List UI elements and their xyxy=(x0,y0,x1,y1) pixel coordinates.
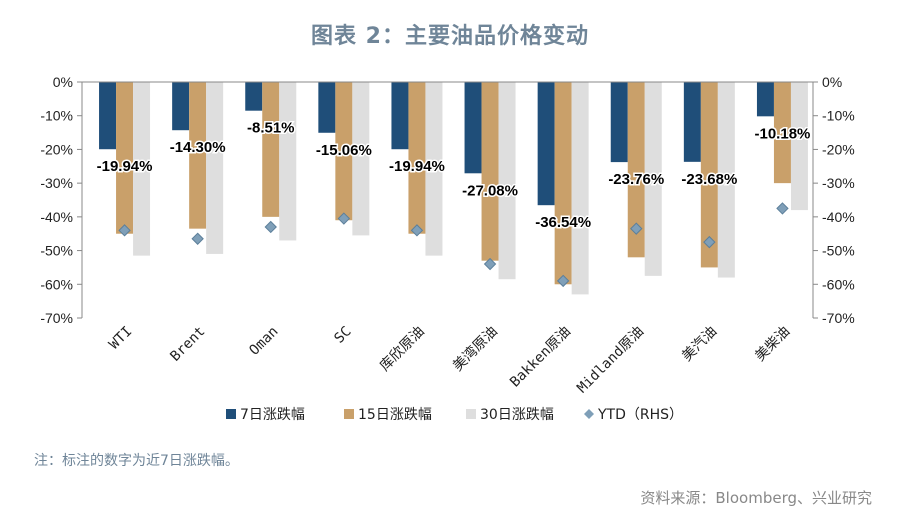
x-tick-label: Midland原油 xyxy=(574,324,647,397)
ytd-point xyxy=(630,222,643,235)
bar-chart: 0% 0% -10% -10% -20% -20% -30% -30% -40% -40% -50%… xyxy=(40,74,855,423)
ytd-point xyxy=(337,212,351,225)
y-tick-label-left: -40% xyxy=(40,209,73,225)
bar-3 xyxy=(206,82,224,254)
ytd-point xyxy=(410,224,424,237)
bar-1 xyxy=(683,82,701,162)
chart-title: 图表 2：主要油品价格变动 xyxy=(311,24,589,49)
y2-tick-label-right: -70% xyxy=(822,310,855,326)
bar-1 xyxy=(464,82,482,174)
bar-3 xyxy=(498,82,516,280)
y2-tick-label-right: -50% xyxy=(822,243,855,259)
source-text: 资料来源：Bloomberg、兴业研究 xyxy=(640,489,872,507)
x-tick-label: 美汽油 xyxy=(679,324,720,365)
legend-swatch xyxy=(344,409,354,419)
y-tick-label-left: -50% xyxy=(40,243,73,259)
data-label: -19.94% xyxy=(389,158,445,175)
ytd-point xyxy=(703,235,716,249)
ytd-point xyxy=(118,224,131,237)
bar-2 xyxy=(554,82,572,285)
bar-1 xyxy=(391,82,409,150)
bar-2 xyxy=(773,82,791,184)
legend-label: 30日涨跌幅 xyxy=(480,407,554,423)
bar-1 xyxy=(537,82,555,206)
bar-2 xyxy=(262,82,280,217)
bar-3 xyxy=(717,82,735,278)
bar-2 xyxy=(408,82,426,234)
bar-3 xyxy=(644,82,662,276)
ytd-point xyxy=(191,232,204,245)
legend-swatch xyxy=(226,409,236,419)
data-label: -23.76% xyxy=(608,171,664,188)
legend-label: 7日涨跌幅 xyxy=(240,407,305,423)
data-label: -15.06% xyxy=(316,142,372,159)
y-tick-label-left: -30% xyxy=(40,175,73,191)
y2-tick-label-right: -20% xyxy=(822,141,855,157)
bar-1 xyxy=(172,82,190,131)
bar-3 xyxy=(571,82,589,295)
legend-marker xyxy=(584,409,594,419)
x-tick-label: Bakken原油 xyxy=(507,324,574,391)
y-tick-label-left: -20% xyxy=(40,141,73,157)
bar-3 xyxy=(133,82,151,256)
bar-2 xyxy=(335,82,353,221)
y-tick-label-left: 0% xyxy=(53,74,73,90)
data-label: -23.68% xyxy=(681,171,737,188)
y-tick-label-left: -70% xyxy=(40,310,73,326)
x-tick-label: WTI xyxy=(106,324,135,353)
x-tick-label: Brent xyxy=(167,324,208,365)
ytd-point xyxy=(556,274,570,288)
bar-1 xyxy=(318,82,336,133)
bar-3 xyxy=(425,82,443,256)
y2-tick-label-right: -60% xyxy=(822,276,855,292)
bar-2 xyxy=(189,82,207,229)
y-tick-label-left: -10% xyxy=(40,108,73,124)
y2-tick-label-right: 0% xyxy=(822,74,842,90)
bar-3 xyxy=(790,82,808,211)
footnote: 注：标注的数字为近7日涨跌幅。 xyxy=(34,453,239,469)
data-label: -14.30% xyxy=(170,139,226,156)
bar-2 xyxy=(627,82,645,258)
legend-swatch xyxy=(466,409,476,419)
ytd-point xyxy=(776,202,789,215)
bar-3 xyxy=(352,82,370,236)
legend-label: YTD（RHS） xyxy=(597,407,683,423)
data-label: -27.08% xyxy=(462,182,518,199)
x-tick-label: 美湾原油 xyxy=(449,323,501,375)
x-tick-label: 库欣原油 xyxy=(377,324,428,375)
bar-3 xyxy=(279,82,297,241)
y-tick-label-left: -60% xyxy=(40,276,73,292)
data-label: -19.94% xyxy=(97,158,153,175)
bar-2 xyxy=(116,82,134,234)
bar-2 xyxy=(700,82,718,268)
legend-label: 15日涨跌幅 xyxy=(358,407,432,423)
y2-tick-label-right: -30% xyxy=(822,175,855,191)
bar-1 xyxy=(99,82,117,150)
bar-1 xyxy=(610,82,628,163)
x-tick-label: Oman xyxy=(246,324,281,359)
ytd-point xyxy=(264,220,277,234)
bar-2 xyxy=(481,82,499,261)
data-label: -8.51% xyxy=(247,120,295,137)
ytd-point xyxy=(483,257,497,271)
y2-tick-label-right: -40% xyxy=(822,209,855,225)
x-tick-label: SC xyxy=(331,324,354,347)
bar-1 xyxy=(245,82,263,111)
data-label: -10.18% xyxy=(755,125,811,142)
data-label: -36.54% xyxy=(535,214,591,231)
y2-tick-label-right: -10% xyxy=(822,108,855,124)
x-tick-label: 美柴油 xyxy=(752,324,793,365)
bar-1 xyxy=(756,82,774,117)
